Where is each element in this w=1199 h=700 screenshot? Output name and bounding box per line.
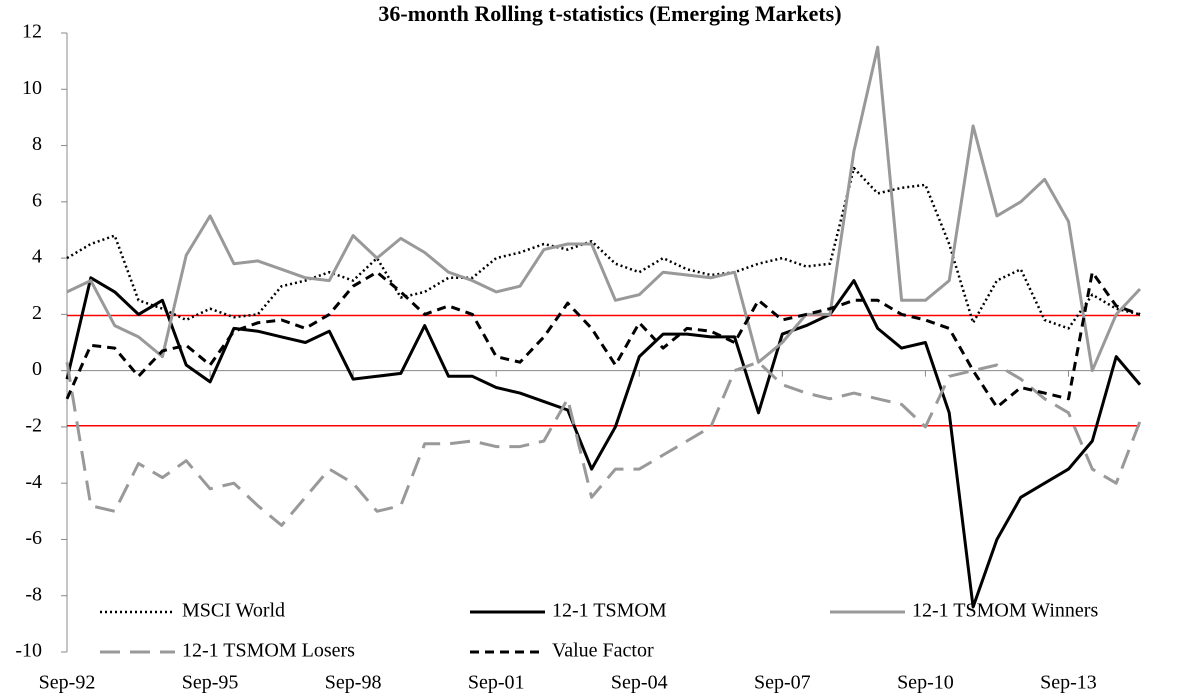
series-line [65, 276, 1142, 609]
x-tick-label: Sep-95 [182, 672, 239, 694]
y-tick-label: 4 [32, 246, 42, 268]
x-tick-label: Sep-04 [611, 672, 668, 694]
legend-label: 12-1 TSMOM [552, 600, 667, 622]
x-tick-label: Sep-10 [897, 672, 954, 694]
y-tick-label: 0 [32, 358, 42, 380]
y-tick-label: 12 [22, 21, 42, 43]
series-line [66, 45, 1142, 373]
series-line [65, 270, 1141, 409]
x-tick-label: Sep-92 [39, 672, 96, 694]
chart-title: 36-month Rolling t-statistics (Emerging … [378, 1, 841, 26]
y-tick-label: 10 [22, 77, 42, 99]
series-line [65, 360, 1142, 527]
series-line [66, 166, 1141, 330]
x-tick-label: Sep-07 [754, 672, 811, 694]
legend-label: 12-1 TSMOM Losers [182, 640, 355, 662]
legend-label: MSCI World [182, 600, 285, 622]
y-tick-label: -8 [25, 583, 42, 605]
y-tick-label: -4 [25, 471, 42, 493]
y-tick-label: -2 [25, 415, 42, 437]
legend-label: Value Factor [552, 640, 654, 662]
y-tick-label: 8 [32, 133, 42, 155]
y-tick-label: 2 [32, 302, 42, 324]
y-tick-label: -10 [15, 640, 42, 662]
legend-label: 12-1 TSMOM Winners [912, 600, 1098, 622]
y-tick-label: -6 [25, 527, 42, 549]
x-tick-label: Sep-98 [325, 672, 382, 694]
x-tick-label: Sep-13 [1040, 672, 1097, 694]
y-tick-label: 6 [32, 189, 42, 211]
x-tick-label: Sep-01 [468, 672, 525, 694]
